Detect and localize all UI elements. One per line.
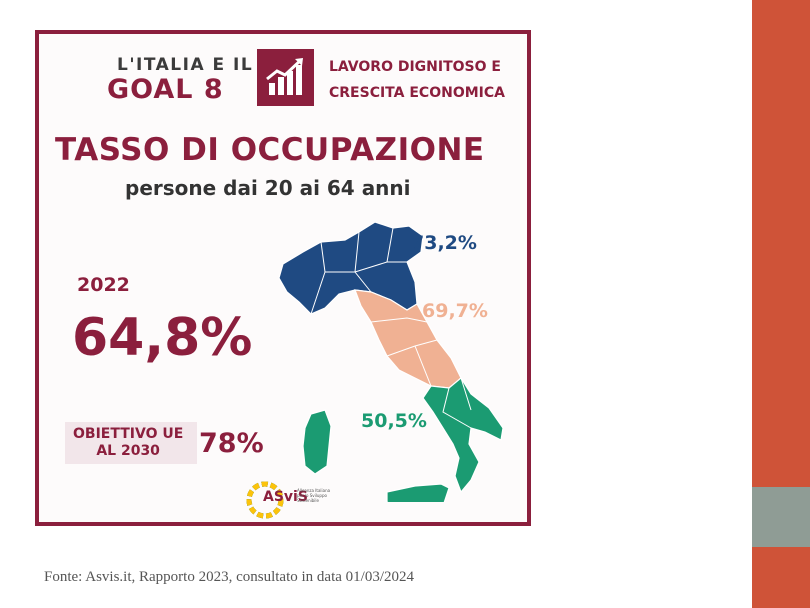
subtitle: persone dai 20 ai 64 anni <box>125 176 411 200</box>
side-bar-middle <box>752 487 810 547</box>
infographic-card: L'ITALIA E IL GOAL 8 LAVORO DIGNITOSO E … <box>35 30 531 526</box>
north-rate: 73,2% <box>411 232 477 254</box>
year-label: 2022 <box>77 274 130 296</box>
goal-title-line2: CRESCITA ECONOMICA <box>329 85 505 101</box>
main-title: TASSO DI OCCUPAZIONE <box>55 132 485 168</box>
map-sardinia <box>302 409 332 475</box>
target-box <box>65 422 197 464</box>
target-label: OBIETTIVO UE AL 2030 <box>73 426 183 460</box>
south-rate: 50,5% <box>361 410 427 432</box>
side-bar-top <box>752 0 810 487</box>
side-bar-bottom <box>752 547 810 608</box>
target-value: 78% <box>199 428 264 459</box>
header-line1: L'ITALIA E IL <box>117 55 254 75</box>
bar-chart-growth-icon <box>266 58 303 95</box>
center-rate: 69,7% <box>422 300 488 322</box>
asvis-logo-name: ASviS <box>263 489 308 505</box>
map-north <box>278 222 424 315</box>
source-note: Fonte: Asvis.it, Rapporto 2023, consulta… <box>44 569 414 585</box>
map-sicily <box>386 483 450 502</box>
italy-map <box>278 222 504 502</box>
target-label-line1: OBIETTIVO UE <box>73 426 184 442</box>
map-south <box>422 377 504 494</box>
goal-description: LAVORO DIGNITOSO E CRESCITA ECONOMICA <box>329 54 505 106</box>
goal-title-line1: LAVORO DIGNITOSO E <box>329 59 501 75</box>
header-goal: GOAL 8 <box>107 74 224 105</box>
asvis-logo-subtitle: Alleanza Italiana per lo Sviluppo Sosten… <box>297 488 331 503</box>
national-rate: 64,8% <box>72 308 253 368</box>
sdg8-badge <box>257 49 314 106</box>
target-label-line2: AL 2030 <box>96 443 160 459</box>
asvis-logo-ring <box>246 481 284 519</box>
